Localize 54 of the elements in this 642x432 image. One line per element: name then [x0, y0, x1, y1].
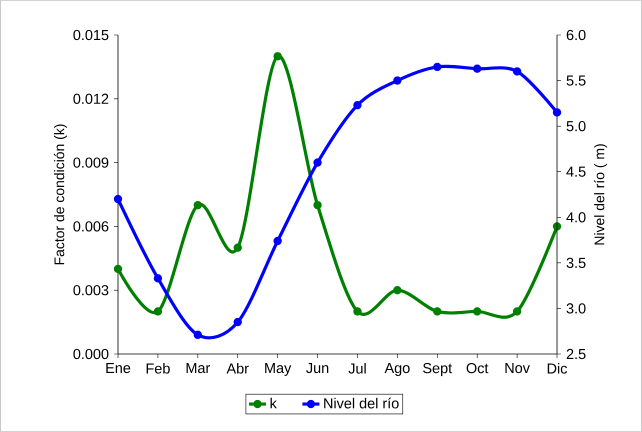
point [234, 243, 242, 252]
y2-tick-label: 3.0 [566, 303, 586, 314]
y-tick-label: 0.012 [73, 94, 108, 104]
x-tick-label: Jun [306, 363, 328, 374]
point [473, 64, 482, 73]
y-axis-title: Factor de condición (k) [54, 124, 68, 264]
x-tick-label: Abr [226, 363, 249, 374]
x-tick-label: Sept [423, 363, 452, 376]
point [154, 274, 162, 283]
point [313, 200, 322, 210]
point [552, 108, 562, 117]
point [393, 286, 402, 294]
x-tick-label: Oct [466, 363, 488, 374]
point [273, 236, 282, 246]
point [512, 307, 522, 316]
y2-tick-label: 4.5 [566, 166, 586, 177]
point [433, 307, 442, 316]
point [473, 307, 482, 316]
point [313, 158, 322, 167]
y-tick-label: 0.015 [73, 30, 108, 40]
y2-axis-title: Nivel del río ( m) [594, 144, 608, 245]
y-tick-label: 0.003 [73, 285, 108, 296]
point [194, 330, 202, 340]
point [433, 62, 442, 72]
y2-tick-label: 5.0 [566, 121, 586, 132]
x-tick-label: Jul [348, 363, 366, 374]
legend-label: Nivel del río [324, 398, 399, 408]
point [393, 76, 402, 85]
x-tick-label: May [265, 363, 292, 376]
x-tick-label: Feb [146, 363, 170, 374]
x-tick-label: Ago [384, 363, 410, 376]
point [234, 318, 242, 326]
y2-tick-label: 5.5 [566, 76, 586, 86]
y-tick-label: 0.009 [73, 157, 108, 168]
point [154, 307, 162, 316]
x-tick-label: Nov [505, 363, 530, 374]
point [353, 307, 362, 316]
y2-tick-label: 4.0 [566, 212, 586, 222]
point [114, 264, 122, 274]
point [194, 200, 202, 210]
point [552, 222, 562, 231]
point [512, 67, 522, 76]
point [353, 100, 362, 110]
y2-tick-label: 3.5 [566, 258, 586, 268]
y2-tick-label: 6.0 [566, 30, 586, 40]
y-tick-label: 0.006 [73, 221, 108, 232]
legend-label: k [270, 398, 277, 408]
point [114, 194, 122, 204]
y2-tick-label: 2.5 [566, 348, 586, 360]
x-tick-label: Mar [186, 363, 210, 374]
point [273, 52, 282, 60]
x-tick-label: Dic [548, 363, 568, 374]
x-tick-label: Ene [106, 363, 130, 374]
y-tick-label: 0.000 [73, 348, 108, 360]
